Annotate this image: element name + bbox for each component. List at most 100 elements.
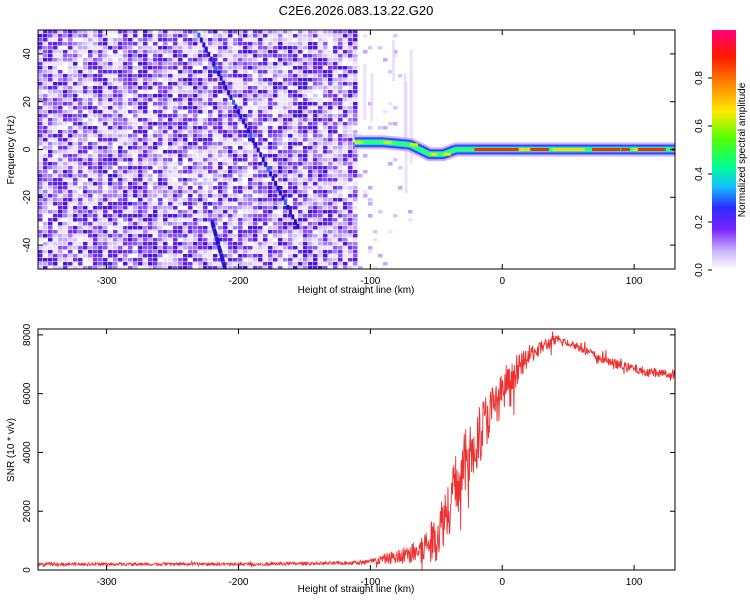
spectrogram-cell — [308, 162, 313, 166]
spectrogram-cell — [53, 150, 58, 154]
spectrogram-cell — [153, 54, 158, 58]
spectrogram-streak-cell — [249, 133, 253, 139]
spectrogram-cell — [263, 46, 268, 50]
spectrogram-cell — [328, 258, 333, 262]
spectrogram-cell — [108, 106, 113, 110]
spectrogram-x-tick-label: -300 — [97, 276, 117, 287]
spectrogram-cell — [288, 126, 293, 130]
spectrogram-cell — [143, 46, 148, 50]
spectrogram-cell — [98, 166, 103, 170]
spectrogram-cell — [293, 54, 298, 58]
spectrogram-cell — [188, 206, 193, 210]
spectrogram-cell — [98, 50, 103, 54]
spectrogram-cell — [163, 262, 168, 266]
spectrogram-cell — [63, 242, 68, 246]
spectrogram-cell — [243, 218, 248, 222]
spectrogram-cell — [38, 130, 43, 134]
spectrogram-cell — [303, 266, 308, 269]
spectrogram-cell — [343, 222, 348, 226]
spectrogram-cell — [118, 86, 123, 90]
spectrogram-cell — [108, 254, 113, 258]
spectrogram-cell — [238, 30, 243, 34]
spectrogram-cell — [93, 206, 98, 210]
spectrogram-cell — [63, 110, 68, 114]
spectrogram-cell — [278, 42, 283, 46]
spectrogram-cell — [38, 82, 43, 86]
spectrogram-cell — [53, 190, 58, 194]
spectrogram-cell — [178, 246, 183, 250]
spectrogram-cell — [173, 130, 178, 134]
spectrogram-cell — [198, 154, 203, 158]
spectrogram-cell — [78, 250, 83, 254]
spectrogram-cell — [78, 146, 83, 150]
spectrogram-cell — [318, 62, 323, 66]
spectrogram-cell — [283, 166, 288, 170]
spectrogram-cell — [53, 74, 58, 78]
spectrogram-cell — [143, 234, 148, 238]
spectrogram-cell — [138, 58, 143, 62]
spectrogram-cell — [258, 122, 263, 126]
spectrogram-cell — [123, 198, 128, 202]
spectrogram-cell — [333, 266, 338, 269]
spectrogram-cell — [188, 262, 193, 266]
spectrogram-cell — [148, 238, 153, 242]
spectrogram-cell — [113, 98, 118, 102]
spectrogram-cell — [83, 246, 88, 250]
spectrogram-cell — [83, 142, 88, 146]
spectrogram-cell — [313, 34, 318, 38]
spectrogram-cell — [208, 266, 213, 269]
spectrogram-cell — [288, 162, 293, 166]
spectrogram-cell — [68, 146, 73, 150]
spectrogram-cell — [303, 262, 308, 266]
spectrogram-cell — [308, 86, 313, 90]
spectrogram-cell — [338, 98, 343, 102]
spectrogram-cell — [58, 106, 63, 110]
spectrogram-cell — [53, 98, 58, 102]
spectrogram-cell — [143, 158, 148, 162]
spectrogram-cell — [338, 62, 343, 66]
spectrogram-cell — [68, 30, 73, 34]
spectrogram-cell — [313, 86, 318, 90]
spectrogram-cell — [243, 238, 248, 242]
spectrogram-cell — [88, 254, 93, 258]
spectrogram-cell — [273, 262, 278, 266]
spectrogram-cell — [128, 222, 133, 226]
spectrogram-cell — [93, 238, 98, 242]
spectrogram-cell — [238, 154, 243, 158]
spectrogram-cell — [133, 118, 138, 122]
spectrogram-cell — [278, 150, 283, 154]
spectrogram-cell — [303, 222, 308, 226]
spectrogram-cell — [343, 122, 348, 126]
spectrogram-cell — [208, 178, 213, 182]
spectrogram-cell — [273, 34, 278, 38]
spectrogram-cell — [338, 226, 343, 230]
spectrogram-cell — [143, 50, 148, 54]
spectrogram-cell — [313, 266, 318, 269]
spectrogram-cell — [58, 114, 63, 118]
spectrogram-cell — [98, 30, 103, 34]
spectrogram-cell — [138, 114, 143, 118]
spectrogram-cell — [68, 250, 73, 254]
spectrogram-streak-cell — [259, 152, 263, 158]
spectrogram-cell — [303, 146, 308, 150]
spectrogram-cell — [273, 206, 278, 210]
spectrogram-cell — [218, 262, 223, 266]
spectrogram-cell — [328, 214, 333, 218]
spectrogram-cell — [293, 74, 298, 78]
spectrogram-cell — [318, 82, 323, 86]
spectrogram-cell — [43, 198, 48, 202]
spectrogram-cell — [328, 238, 333, 242]
spectrogram-cell — [328, 178, 333, 182]
spectrogram-cell — [98, 58, 103, 62]
spectrogram-streak-cell — [288, 209, 292, 215]
spectrogram-cell — [158, 62, 163, 66]
spectrogram-cell — [243, 254, 248, 258]
spectrogram-cell — [233, 130, 238, 134]
spectrogram-cell — [83, 134, 88, 138]
spectrogram-cell — [393, 122, 398, 126]
spectrogram-cell — [88, 42, 93, 46]
spectrogram-cell — [168, 254, 173, 258]
spectrogram-cell — [333, 258, 338, 262]
spectrogram-cell — [163, 70, 168, 74]
spectrogram-cell — [113, 162, 118, 166]
